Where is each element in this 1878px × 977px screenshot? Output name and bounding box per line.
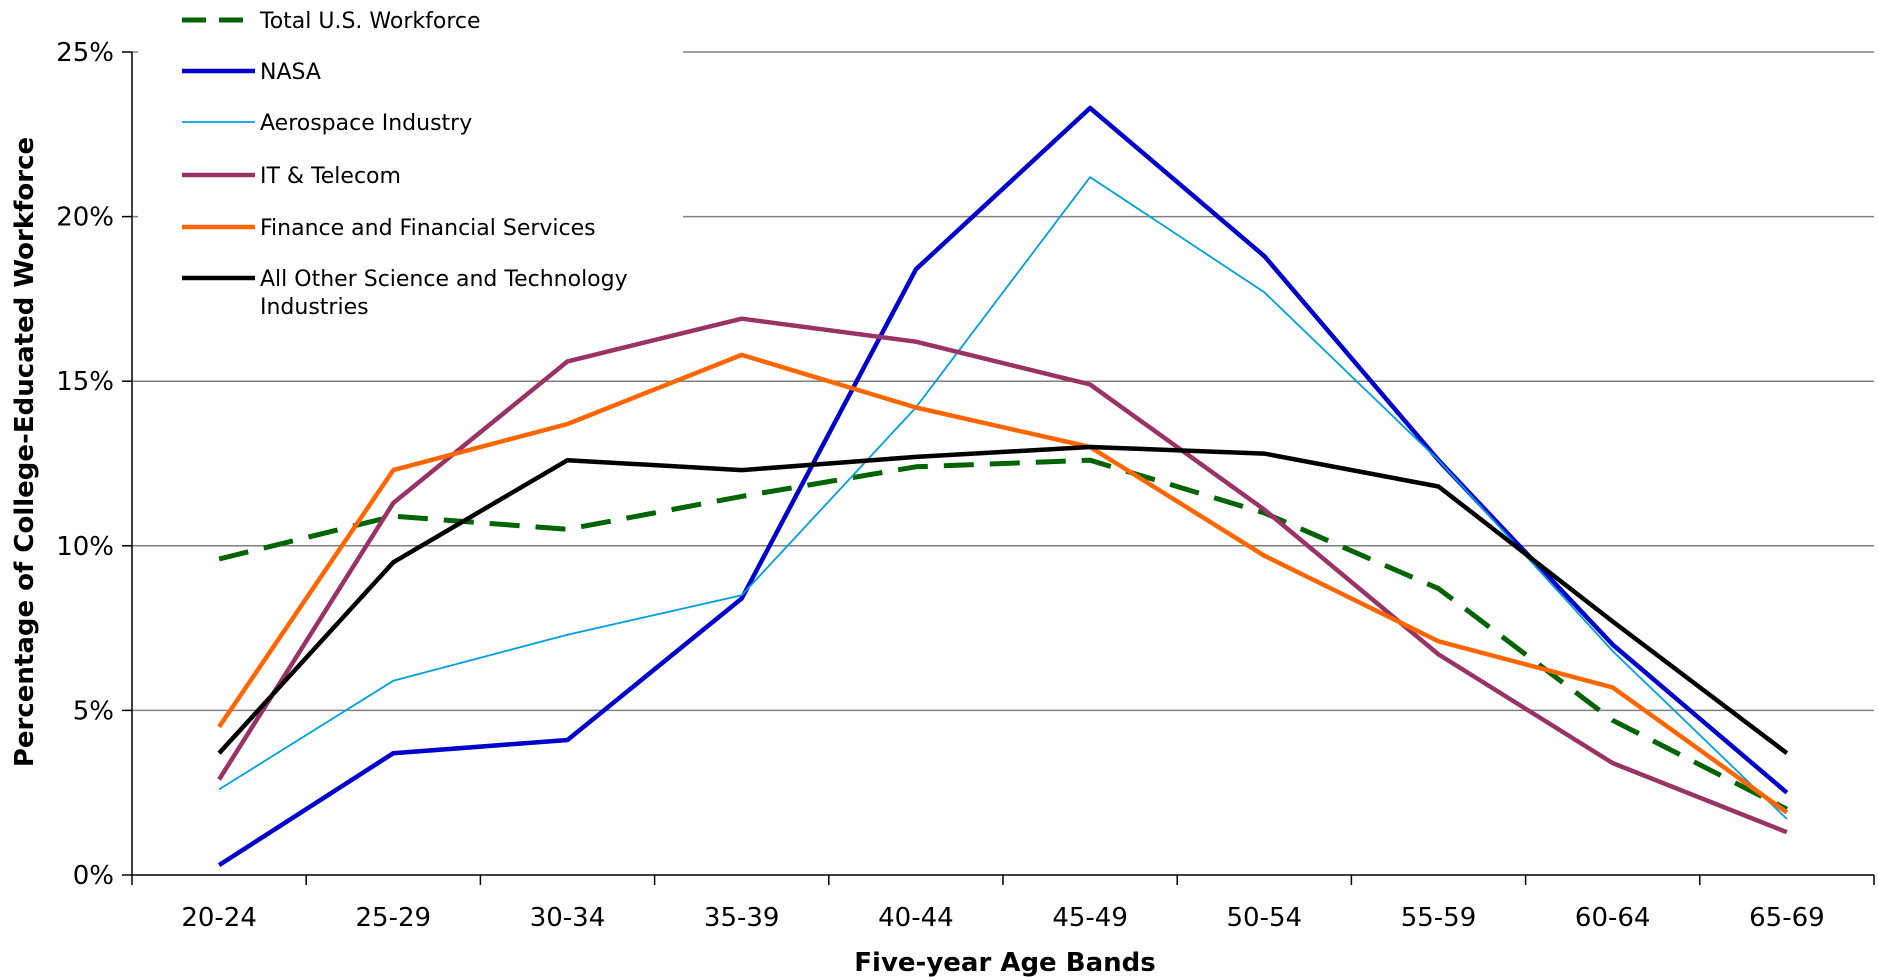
axes: 0% 5% 10% 15% 20% 25% 20-24 25-29 30-34 35-39 40-4… bbox=[56, 38, 1875, 933]
x-tick-label: 20-24 bbox=[181, 903, 257, 933]
x-tick-label: 50-54 bbox=[1227, 903, 1303, 933]
y-tick-label: 5% bbox=[73, 696, 114, 726]
legend-label: NASA bbox=[260, 60, 321, 85]
y-tick-label: 25% bbox=[56, 38, 114, 68]
legend-label: All Other Science and Technology Industri… bbox=[260, 267, 628, 320]
legend: Total U.S. Workforce NASA Aerospace Indust… bbox=[138, 0, 683, 330]
legend-label: IT & Telecom bbox=[260, 164, 401, 189]
legend-label: Finance and Financial Services bbox=[260, 216, 596, 241]
series-line bbox=[217, 444, 1789, 755]
legend-background bbox=[138, 0, 683, 330]
x-tick-label: 40-44 bbox=[878, 903, 954, 933]
y-tick-label: 10% bbox=[56, 532, 114, 562]
x-tick-label: 60-64 bbox=[1575, 903, 1651, 933]
series-line bbox=[217, 316, 1788, 835]
x-tick-label: 35-39 bbox=[704, 903, 780, 933]
x-axis-title: Five-year Age Bands bbox=[854, 948, 1155, 977]
y-tick-label: 0% bbox=[73, 861, 114, 891]
legend-label: Aerospace Industry bbox=[260, 111, 472, 136]
y-tick-label: 15% bbox=[56, 367, 114, 397]
x-tick-label: 25-29 bbox=[356, 903, 432, 933]
x-tick-label: 65-69 bbox=[1749, 903, 1825, 933]
legend-label: Total U.S. Workforce bbox=[259, 9, 481, 34]
series-line bbox=[217, 352, 1789, 815]
series-lines bbox=[217, 105, 1789, 867]
y-tick-label: 20% bbox=[56, 203, 114, 233]
x-tick-label: 30-34 bbox=[530, 903, 606, 933]
y-axis-title: Percentage of College-Educated Workforce bbox=[10, 137, 40, 767]
x-tick-label: 45-49 bbox=[1052, 903, 1128, 933]
x-tick-label: 55-59 bbox=[1401, 903, 1477, 933]
series-line bbox=[218, 457, 1789, 812]
